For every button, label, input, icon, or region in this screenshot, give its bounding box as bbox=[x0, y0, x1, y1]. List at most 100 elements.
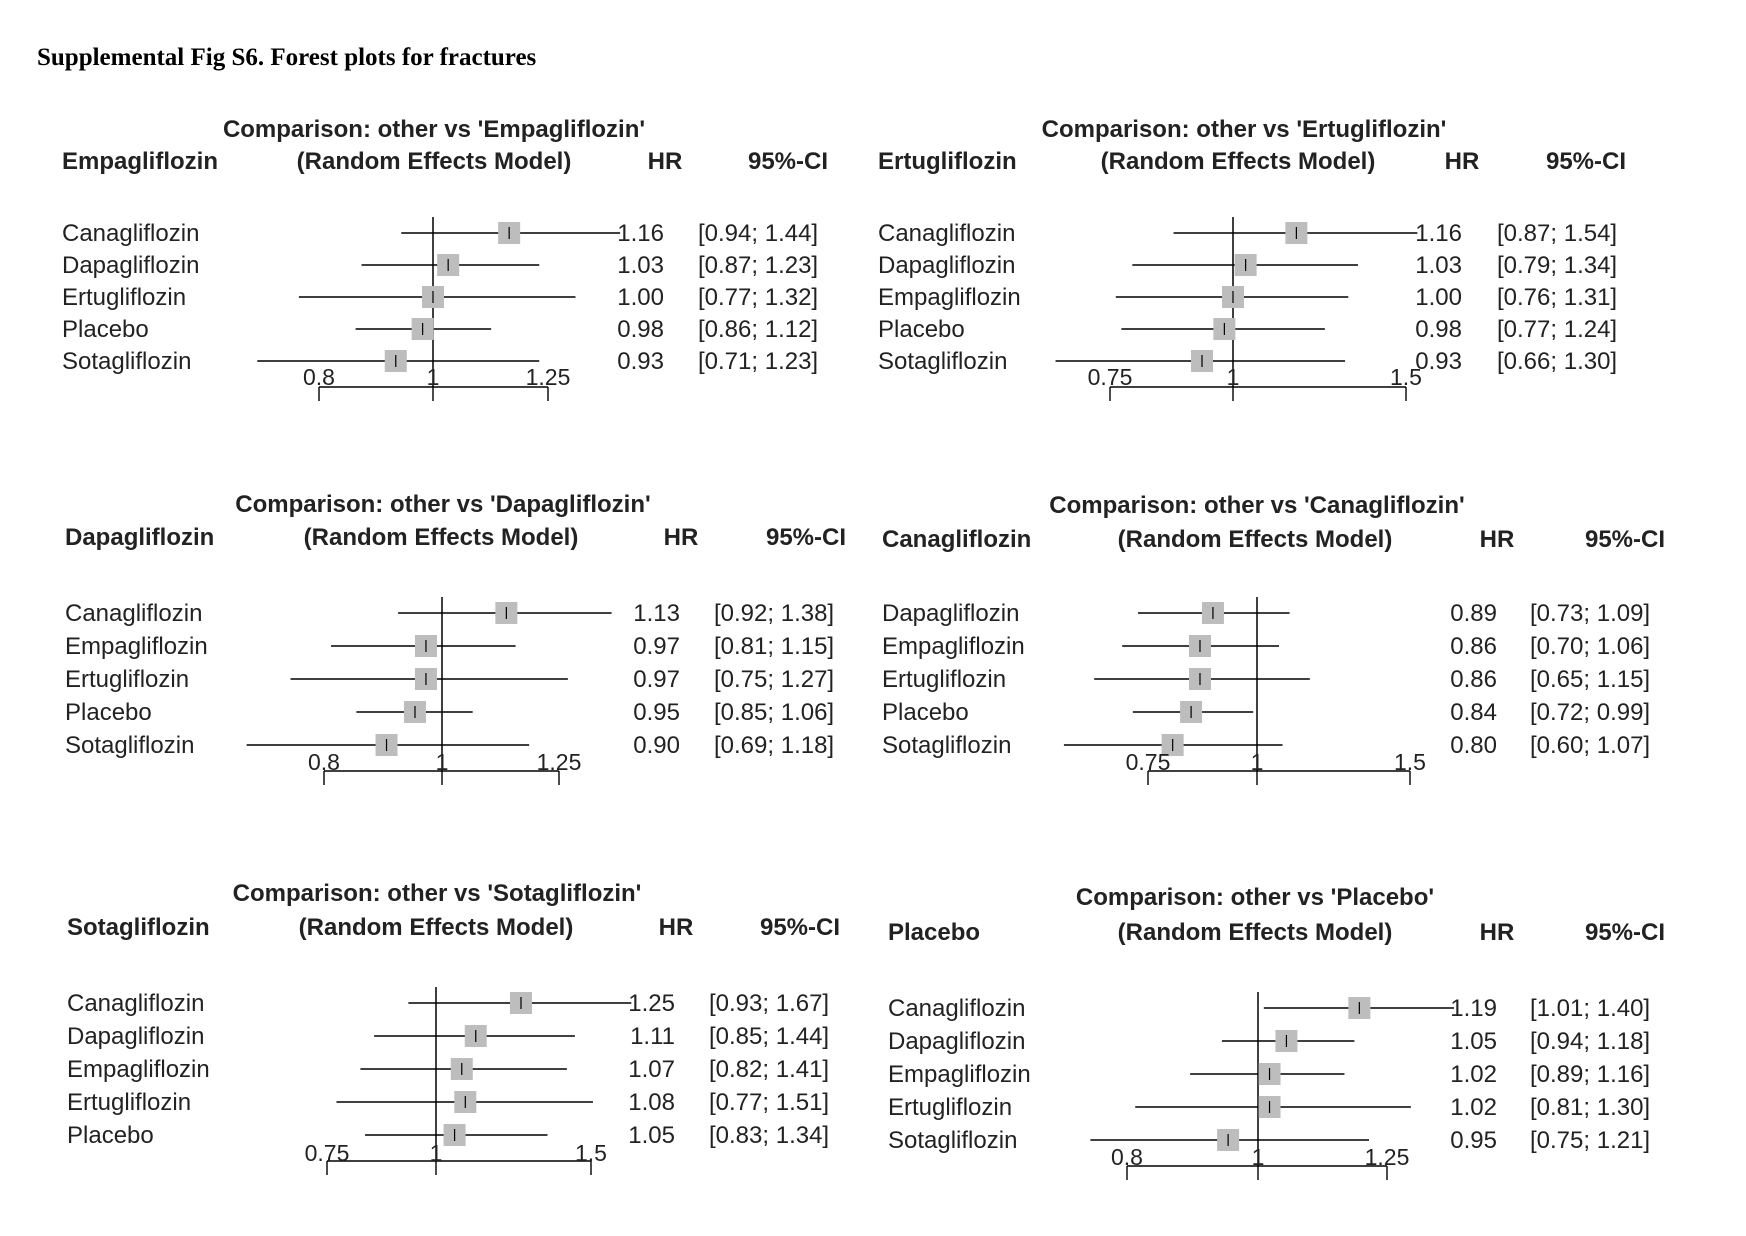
ci-value: [0.66; 1.30] bbox=[1497, 348, 1617, 375]
row-label: Sotagliflozin bbox=[65, 732, 194, 759]
hr-value: 1.03 bbox=[617, 252, 664, 279]
row-label: Sotagliflozin bbox=[882, 732, 1011, 759]
ci-value: [0.60; 1.07] bbox=[1530, 732, 1650, 759]
hr-value: 1.07 bbox=[628, 1056, 675, 1083]
hr-value: 1.05 bbox=[628, 1122, 675, 1149]
hr-value: 0.86 bbox=[1450, 633, 1497, 660]
ci-value: [0.92; 1.38] bbox=[714, 600, 834, 627]
ci-value: [0.87; 1.23] bbox=[698, 252, 818, 279]
hr-column-header: HR bbox=[659, 914, 694, 941]
row-label: Empagliflozin bbox=[65, 633, 208, 660]
ci-value: [0.86; 1.12] bbox=[698, 316, 818, 343]
model-label: (Random Effects Model) bbox=[297, 148, 572, 175]
ci-value: [0.65; 1.15] bbox=[1530, 666, 1650, 693]
ci-column-header: 95%-CI bbox=[1546, 148, 1626, 175]
ci-value: [0.70; 1.06] bbox=[1530, 633, 1650, 660]
x-tick-label: 0.8 bbox=[308, 749, 340, 775]
ci-value: [0.75; 1.27] bbox=[714, 666, 834, 693]
row-label: Canagliflozin bbox=[62, 220, 199, 247]
x-tick-label: 1 bbox=[427, 364, 440, 390]
hr-value: 0.93 bbox=[1415, 348, 1462, 375]
hr-value: 1.16 bbox=[617, 220, 664, 247]
row-label: Dapagliflozin bbox=[882, 600, 1019, 627]
ci-value: [0.76; 1.31] bbox=[1497, 284, 1617, 311]
ci-value: [0.81; 1.15] bbox=[714, 633, 834, 660]
row-label: Canagliflozin bbox=[878, 220, 1015, 247]
x-tick-label: 1.25 bbox=[537, 749, 582, 775]
reference-treatment: Empagliflozin bbox=[62, 148, 218, 175]
row-label: Dapagliflozin bbox=[62, 252, 199, 279]
panel-title: Comparison: other vs 'Placebo' bbox=[1076, 884, 1434, 911]
hr-value: 1.02 bbox=[1450, 1061, 1497, 1088]
row-label: Empagliflozin bbox=[888, 1061, 1031, 1088]
row-label: Placebo bbox=[65, 699, 152, 726]
x-tick-label: 1.25 bbox=[526, 364, 571, 390]
hr-value: 1.19 bbox=[1450, 995, 1497, 1022]
row-label: Sotagliflozin bbox=[62, 348, 191, 375]
hr-value: 1.05 bbox=[1450, 1028, 1497, 1055]
hr-value: 1.02 bbox=[1450, 1094, 1497, 1121]
row-label: Ertugliflozin bbox=[65, 666, 189, 693]
hr-value: 0.93 bbox=[617, 348, 664, 375]
hr-value: 1.11 bbox=[630, 1023, 675, 1050]
x-tick-label: 0.75 bbox=[1088, 364, 1133, 390]
ci-value: [0.79; 1.34] bbox=[1497, 252, 1617, 279]
hr-value: 1.00 bbox=[617, 284, 664, 311]
row-label: Dapagliflozin bbox=[878, 252, 1015, 279]
x-tick-label: 0.8 bbox=[303, 364, 335, 390]
ci-value: [0.77; 1.24] bbox=[1497, 316, 1617, 343]
ci-column-header: 95%-CI bbox=[1585, 526, 1665, 553]
row-label: Ertugliflozin bbox=[67, 1089, 191, 1116]
hr-value: 0.98 bbox=[1415, 316, 1462, 343]
ci-value: [0.83; 1.34] bbox=[709, 1122, 829, 1149]
panel-title: Comparison: other vs 'Canagliflozin' bbox=[1049, 492, 1464, 519]
x-tick-label: 0.8 bbox=[1111, 1144, 1143, 1170]
ci-value: [0.73; 1.09] bbox=[1530, 600, 1650, 627]
row-label: Sotagliflozin bbox=[888, 1127, 1017, 1154]
ci-column-header: 95%-CI bbox=[766, 524, 846, 551]
x-tick-label: 1.5 bbox=[1390, 364, 1422, 390]
hr-value: 1.00 bbox=[1415, 284, 1462, 311]
ci-value: [0.75; 1.21] bbox=[1530, 1127, 1650, 1154]
row-label: Empagliflozin bbox=[878, 284, 1021, 311]
reference-treatment: Placebo bbox=[888, 919, 980, 946]
row-label: Dapagliflozin bbox=[888, 1028, 1025, 1055]
hr-value: 0.90 bbox=[633, 732, 680, 759]
hr-value: 0.89 bbox=[1450, 600, 1497, 627]
row-label: Dapagliflozin bbox=[67, 1023, 204, 1050]
x-tick-label: 1 bbox=[1251, 749, 1264, 775]
model-label: (Random Effects Model) bbox=[1118, 526, 1393, 553]
model-label: (Random Effects Model) bbox=[299, 914, 574, 941]
ci-value: [0.85; 1.44] bbox=[709, 1023, 829, 1050]
panel-title: Comparison: other vs 'Ertugliflozin' bbox=[1042, 116, 1447, 143]
row-label: Empagliflozin bbox=[67, 1056, 210, 1083]
ci-value: [0.85; 1.06] bbox=[714, 699, 834, 726]
ci-value: [0.94; 1.18] bbox=[1530, 1028, 1650, 1055]
hr-value: 0.80 bbox=[1450, 732, 1497, 759]
reference-treatment: Dapagliflozin bbox=[65, 524, 214, 551]
ci-value: [0.71; 1.23] bbox=[698, 348, 818, 375]
hr-value: 0.97 bbox=[633, 633, 680, 660]
x-tick-label: 0.75 bbox=[305, 1140, 350, 1166]
x-tick-label: 1.5 bbox=[1394, 749, 1426, 775]
reference-treatment: Ertugliflozin bbox=[878, 148, 1017, 175]
row-label: Placebo bbox=[67, 1122, 154, 1149]
figure-title: Supplemental Fig S6. Forest plots for fr… bbox=[37, 44, 537, 71]
ci-value: [0.81; 1.30] bbox=[1530, 1094, 1650, 1121]
row-label: Placebo bbox=[62, 316, 149, 343]
model-label: (Random Effects Model) bbox=[1118, 919, 1393, 946]
hr-value: 0.86 bbox=[1450, 666, 1497, 693]
ci-value: [0.77; 1.32] bbox=[698, 284, 818, 311]
x-tick-label: 1.25 bbox=[1365, 1144, 1410, 1170]
hr-value: 1.25 bbox=[628, 990, 675, 1017]
row-label: Ertugliflozin bbox=[888, 1094, 1012, 1121]
hr-column-header: HR bbox=[648, 148, 683, 175]
hr-value: 0.97 bbox=[633, 666, 680, 693]
